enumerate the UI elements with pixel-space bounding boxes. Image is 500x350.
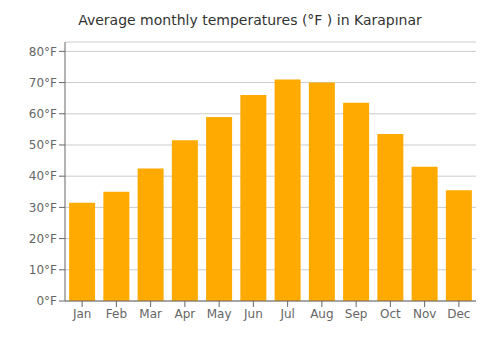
svg-text:10°F: 10°F	[29, 263, 57, 277]
svg-text:Feb: Feb	[106, 307, 127, 321]
svg-text:Jul: Jul	[279, 307, 294, 321]
svg-text:Jun: Jun	[243, 307, 263, 321]
svg-text:Sep: Sep	[345, 307, 368, 321]
svg-text:Mar: Mar	[139, 307, 162, 321]
svg-text:Aug: Aug	[310, 307, 333, 321]
html-text:Average monthly temperatures (: Average monthly temperatures (°F ) in Ka…	[78, 12, 422, 28]
svg-text:30°F: 30°F	[29, 201, 57, 215]
svg-text:40°F: 40°F	[29, 169, 57, 183]
svg-text:80°F: 80°F	[29, 45, 57, 59]
svg-text:May: May	[207, 307, 232, 321]
svg-text:Nov: Nov	[413, 307, 436, 321]
svg-text:Apr: Apr	[174, 307, 195, 321]
svg-text:Jan: Jan	[72, 307, 92, 321]
svg-text:Oct: Oct	[380, 307, 401, 321]
svg-text:Dec: Dec	[447, 307, 470, 321]
svg-text:70°F: 70°F	[29, 76, 57, 90]
svg-text:0°F: 0°F	[36, 294, 57, 308]
svg-text:60°F: 60°F	[29, 107, 57, 121]
svg-text:50°F: 50°F	[29, 138, 57, 152]
svg-text:20°F: 20°F	[29, 232, 57, 246]
